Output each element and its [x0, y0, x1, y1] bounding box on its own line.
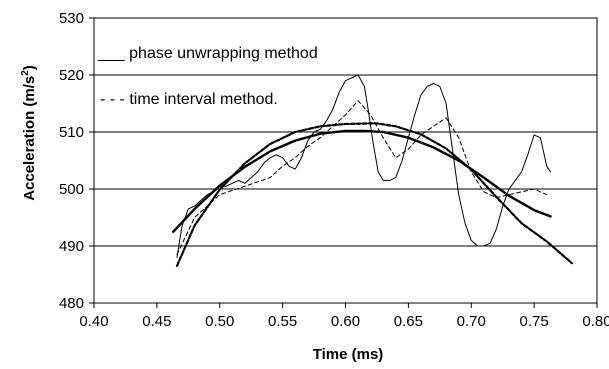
x-tick-label-8: 0.80 — [582, 313, 609, 330]
legend-prefix-dashed: - - - — [100, 91, 129, 108]
y-axis-title: Acceleration (m/s2) — [20, 65, 38, 201]
y-tick-label-3: 510 — [59, 124, 84, 141]
x-tick-label-0: 0.40 — [79, 313, 108, 330]
x-tick-label-7: 0.75 — [520, 313, 549, 330]
y-tick-label-2: 500 — [59, 181, 84, 198]
axis-layer — [89, 17, 598, 308]
legend-item-time-interval: - - - time interval method. — [100, 91, 278, 108]
y-axis-title-main: Acceleration (m/s — [21, 76, 38, 201]
x-tick-label-6: 0.70 — [457, 313, 486, 330]
x-tick-label-3: 0.55 — [268, 313, 297, 330]
legend-label-phase-unwrapping: phase unwrapping method — [129, 45, 318, 62]
series-layer — [171, 74, 573, 267]
series-line-thin-solid — [176, 74, 551, 258]
x-tick-label-4: 0.60 — [331, 313, 360, 330]
y-tick-label-1: 490 — [59, 238, 84, 255]
x-tick-label-2: 0.50 — [205, 313, 234, 330]
y-tick-label-4: 520 — [59, 67, 84, 84]
x-axis-title: Time (ms) — [313, 346, 384, 363]
legend-item-phase-unwrapping: ___ phase unwrapping method — [97, 45, 318, 62]
tick-label-layer: 0.40 0.45 0.50 0.55 0.60 0.65 0.70 0.75 0.80 480 4… — [59, 10, 609, 330]
series-line-thin-dashed — [176, 100, 548, 256]
x-tick-label-5: 0.65 — [394, 313, 423, 330]
y-axis-title-superscript: 2 — [20, 70, 31, 76]
series-line-bold-dashed — [175, 122, 573, 267]
y-tick-label-0: 480 — [59, 295, 84, 312]
x-tick-label-1: 0.45 — [142, 313, 171, 330]
y-axis-title-suffix: ) — [21, 65, 38, 70]
legend: ___ phase unwrapping method - - - time i… — [97, 45, 318, 108]
y-tick-label-5: 530 — [59, 10, 84, 27]
legend-prefix-solid: ___ — [97, 45, 129, 62]
series-line-bold-solid — [171, 129, 552, 234]
legend-label-time-interval: time interval method. — [129, 91, 278, 108]
